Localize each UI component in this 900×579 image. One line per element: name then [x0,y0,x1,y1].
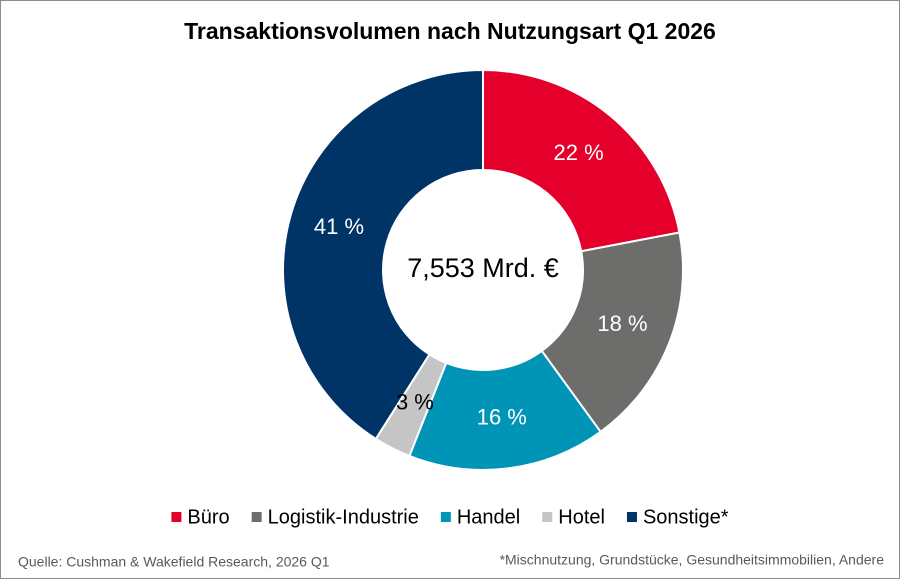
legend-label: Logistik-Industrie [268,506,419,528]
legend-swatch [251,512,262,522]
data-label: 41 % [314,214,364,239]
legend-swatch [171,512,182,522]
data-label: 16 % [477,405,527,430]
slice [408,349,602,471]
legend-swatch [542,512,553,522]
legend-label: Sonstige* [643,506,729,528]
data-label: 18 % [597,311,647,336]
note: *Mischnutzung, Grundstücke, Gesundheitsi… [500,552,885,568]
slice [540,231,684,434]
legend-label: Büro [187,506,229,528]
data-label: 22 % [554,140,604,165]
legend-label: Handel [457,506,520,528]
slice [482,68,681,253]
legend-swatch [626,512,637,522]
data-label: 3 % [396,389,434,414]
legend-swatch [440,512,451,522]
center-label: 7,553 Mrd. € [407,253,559,283]
source: Quelle: Cushman & Wakefield Research, 20… [18,554,330,570]
chart-title: Transaktionsvolumen nach Nutzungsart Q1 … [184,18,716,44]
slice [282,68,484,441]
legend-label: Hotel [558,506,605,528]
